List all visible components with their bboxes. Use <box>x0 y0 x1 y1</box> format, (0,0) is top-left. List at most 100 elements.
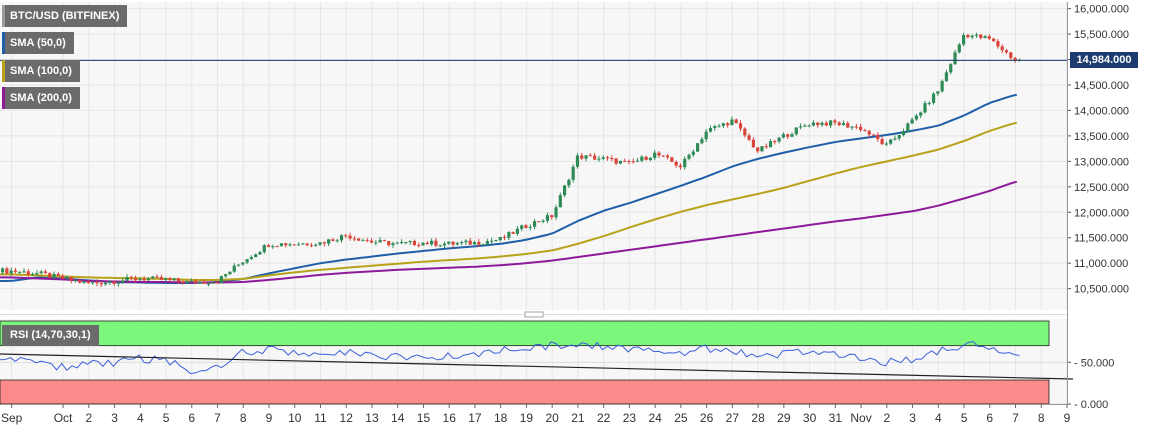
candle-188 <box>803 123 807 127</box>
candle-body-22 <box>91 282 95 284</box>
candle-body-32 <box>133 278 138 281</box>
candle-6 <box>22 268 26 273</box>
candle-body-138 <box>588 155 592 157</box>
candle-180 <box>768 138 773 148</box>
candle-body-156 <box>665 155 670 158</box>
sma200-line <box>0 180 1018 284</box>
candle-234 <box>1000 44 1004 54</box>
candle-body-210 <box>897 135 901 139</box>
candle-35 <box>146 277 151 281</box>
candle-98 <box>417 242 421 248</box>
candle-body-125 <box>532 221 537 227</box>
candle-162 <box>691 149 695 157</box>
candle-150 <box>640 155 644 163</box>
candle-193 <box>824 121 828 127</box>
candle-body-127 <box>541 220 545 222</box>
candle-body-217 <box>927 102 931 104</box>
x-tick-label-40: 9 <box>1064 411 1071 425</box>
candle-body-132 <box>563 185 567 196</box>
candle-3 <box>9 267 13 277</box>
rsi-line <box>0 340 1020 375</box>
candle-21 <box>86 280 90 284</box>
candle-body-143 <box>610 158 614 160</box>
candle-body-84 <box>357 238 361 241</box>
candle-83 <box>352 235 356 242</box>
x-tick-label-37: 6 <box>986 411 993 425</box>
candle-18 <box>73 279 78 283</box>
candle-body-178 <box>760 146 764 152</box>
candle-146 <box>623 158 627 163</box>
candle-47 <box>198 280 202 285</box>
candle-body-163 <box>696 143 700 152</box>
candle-body-101 <box>430 240 434 245</box>
candle-161 <box>687 153 691 161</box>
candle-195 <box>833 118 837 126</box>
candle-body-204 <box>871 134 876 136</box>
candle-56 <box>236 264 241 267</box>
candle-body-102 <box>434 240 438 246</box>
candle-body-151 <box>644 156 648 160</box>
candle-body-72 <box>305 243 309 246</box>
candle-1 <box>0 267 5 275</box>
candle-126 <box>537 221 541 223</box>
candle-42 <box>176 277 181 285</box>
candle-body-176 <box>751 139 755 148</box>
candle-189 <box>807 124 811 128</box>
candle-body-14 <box>56 273 60 276</box>
candle-body-112 <box>477 242 481 245</box>
candle-121 <box>515 225 520 236</box>
candle-body-206 <box>880 139 884 145</box>
candle-body-111 <box>472 242 477 245</box>
candle-32 <box>133 275 138 283</box>
x-tick-label-7: 7 <box>214 411 221 425</box>
candle-body-188 <box>803 125 807 127</box>
candle-28 <box>116 280 121 287</box>
x-tick-label-9: 9 <box>266 411 273 425</box>
candle-23 <box>95 279 99 287</box>
candle-body-87 <box>369 240 374 243</box>
candle-body-104 <box>442 243 447 246</box>
candle-body-36 <box>151 276 155 279</box>
candle-body-71 <box>301 243 305 245</box>
candle-216 <box>923 100 927 114</box>
candle-125 <box>532 218 537 230</box>
candle-body-41 <box>172 278 176 280</box>
candle-body-136 <box>580 155 584 159</box>
candle-131 <box>558 192 562 208</box>
candle-88 <box>374 240 378 246</box>
x-tick-label-28: 28 <box>751 411 765 425</box>
candle-112 <box>477 238 481 248</box>
candle-205 <box>876 132 880 142</box>
price-panel-bg <box>0 2 1067 310</box>
candle-body-97 <box>412 240 417 246</box>
candle-body-58 <box>245 259 249 263</box>
x-tick-label-11: 11 <box>314 411 327 425</box>
candle-body-3 <box>9 270 13 274</box>
candle-225 <box>962 32 966 47</box>
candle-9 <box>35 270 39 276</box>
candle-196 <box>837 121 841 127</box>
candle-132 <box>563 184 567 198</box>
candle-body-1 <box>0 268 5 273</box>
candle-232 <box>992 37 996 43</box>
candle-body-169 <box>721 123 725 126</box>
candle-203 <box>867 129 871 138</box>
candle-body-6 <box>22 271 26 273</box>
candle-209 <box>893 135 897 141</box>
candle-body-81 <box>344 235 348 237</box>
candle-71 <box>301 242 305 245</box>
candle-29 <box>121 277 125 284</box>
rsi-oversold-zone <box>0 379 1050 405</box>
candle-body-187 <box>798 126 803 128</box>
candle-127 <box>541 219 545 224</box>
candle-67 <box>284 242 288 248</box>
candle-13 <box>52 271 56 280</box>
panel-resize-handle <box>524 311 544 318</box>
candle-190 <box>811 120 816 127</box>
candle-body-13 <box>52 273 56 278</box>
x-tick-label-2: 2 <box>85 411 92 425</box>
candle-body-140 <box>597 158 601 160</box>
candle-192 <box>820 121 824 127</box>
rsi-trendline <box>0 353 1074 380</box>
candle-206 <box>880 136 884 146</box>
